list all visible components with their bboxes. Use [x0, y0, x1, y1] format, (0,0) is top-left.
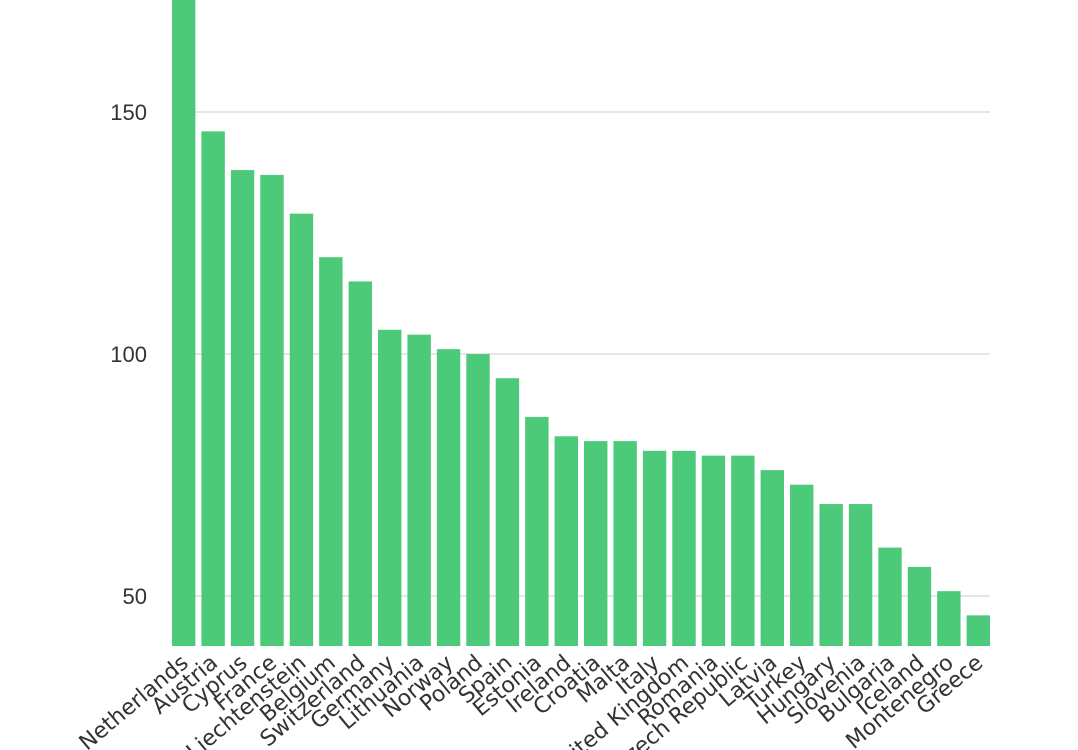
bar	[554, 436, 578, 646]
y-tick-label: 50	[123, 584, 147, 609]
bar	[760, 470, 784, 646]
bar	[201, 131, 225, 646]
bar	[172, 0, 196, 646]
bar	[495, 378, 520, 646]
bar	[790, 484, 814, 646]
bar	[348, 281, 372, 646]
bar	[701, 455, 726, 646]
bar	[672, 450, 696, 646]
bar	[230, 170, 255, 646]
bar	[613, 441, 637, 646]
bar	[642, 450, 667, 646]
bar	[819, 504, 843, 646]
bar	[378, 329, 402, 646]
y-tick-label: 100	[110, 342, 147, 367]
bar	[319, 257, 343, 646]
bar	[731, 455, 755, 646]
y-tick-label: 150	[110, 100, 147, 125]
bar	[525, 416, 549, 646]
bar	[260, 174, 284, 646]
bar	[289, 213, 314, 646]
bar	[907, 566, 932, 646]
bar	[878, 547, 902, 646]
bar	[407, 334, 431, 646]
bar	[584, 441, 608, 646]
bar	[937, 591, 961, 646]
bar	[848, 504, 873, 646]
x-axis-labels: NetherlandsAustriaCyprusFranceLiechtenst…	[75, 650, 988, 750]
bar	[966, 615, 991, 646]
y-axis-ticks: 50 100 150	[110, 100, 147, 609]
bar	[466, 354, 490, 646]
bars	[172, 0, 991, 646]
bar	[436, 349, 461, 646]
